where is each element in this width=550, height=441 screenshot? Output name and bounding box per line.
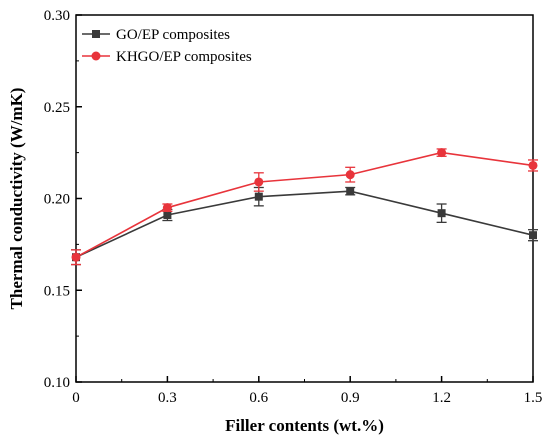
y-axis-title: Thermal conductivity (W/mK) bbox=[7, 88, 26, 310]
data-point bbox=[437, 148, 447, 158]
data-point bbox=[71, 252, 81, 262]
data-point bbox=[254, 177, 264, 187]
series-layer bbox=[71, 148, 538, 266]
x-tick-label: 0.3 bbox=[158, 390, 177, 406]
series-1 bbox=[71, 186, 538, 266]
legend-label: KHGO/EP composites bbox=[116, 49, 252, 65]
y-tick-label: 0.30 bbox=[44, 8, 70, 24]
legend-marker bbox=[91, 51, 101, 61]
x-axis-title: Filler contents (wt.%) bbox=[225, 416, 384, 435]
x-tick-label: 1.2 bbox=[432, 390, 451, 406]
y-tick-label: 0.25 bbox=[44, 100, 70, 116]
series-line bbox=[75, 190, 534, 258]
legend-label: GO/EP composites bbox=[116, 27, 230, 43]
legend-marker bbox=[92, 30, 100, 38]
y-tick-label: 0.20 bbox=[44, 192, 70, 208]
y-tick-label: 0.15 bbox=[44, 283, 70, 299]
y-tick-label: 0.10 bbox=[44, 375, 70, 391]
axis-ticks bbox=[75, 14, 534, 383]
x-tick-label: 0 bbox=[72, 390, 80, 406]
data-point bbox=[346, 187, 355, 196]
legend-item: KHGO/EP composites bbox=[82, 49, 252, 65]
series-2 bbox=[71, 148, 538, 266]
data-point bbox=[437, 209, 446, 218]
axis-tick-labels: 0 0.3 0.6 0.9 1.2 1.5 0.10 0.15 0.20 0.25 0.30 bbox=[44, 8, 543, 406]
legend: GO/EP composites KHGO/EP composites bbox=[82, 27, 252, 65]
x-tick-label: 1.5 bbox=[524, 390, 543, 406]
data-point bbox=[254, 192, 263, 201]
legend-item: GO/EP composites bbox=[82, 27, 230, 43]
x-tick-label: 0.9 bbox=[341, 390, 360, 406]
plot-area bbox=[75, 14, 534, 383]
data-point bbox=[528, 160, 538, 170]
x-tick-label: 0.6 bbox=[249, 390, 268, 406]
series-line bbox=[75, 151, 534, 258]
data-point bbox=[345, 170, 355, 180]
data-point bbox=[163, 211, 172, 220]
data-point bbox=[162, 203, 172, 213]
data-point bbox=[529, 231, 537, 240]
